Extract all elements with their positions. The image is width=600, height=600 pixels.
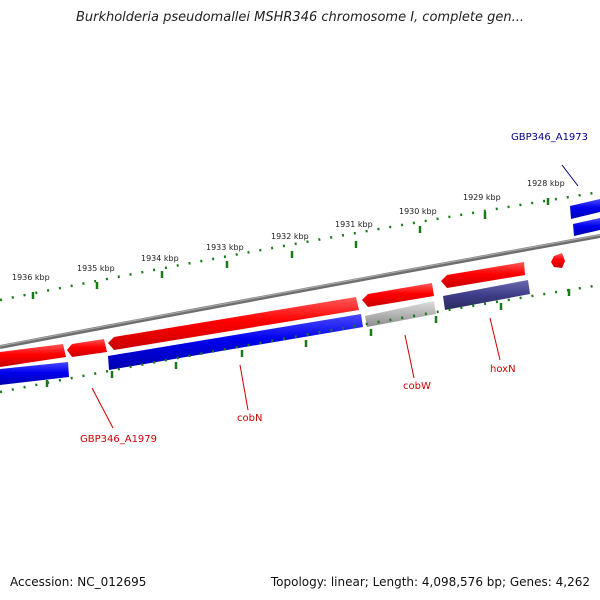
gene-label-cobW[interactable]: cobW [403, 381, 431, 392]
feature-GBP346_A1973[interactable] [570, 199, 600, 219]
feature-left-red-1[interactable] [0, 344, 66, 367]
feature-blue-left[interactable] [0, 362, 69, 385]
kbp-label: 1936 kbp [12, 273, 50, 282]
outer-major-ticks [31, 198, 550, 299]
feature-forward-small[interactable] [551, 253, 565, 268]
inner-major-ticks [45, 289, 571, 387]
gene-label-cobN[interactable]: cobN [237, 413, 262, 424]
gene-label-GBP346_A1979[interactable]: GBP346_A1979 [80, 434, 157, 445]
feature-GBP346_A1979-region[interactable] [108, 314, 363, 370]
outer-tick-ring [0, 190, 600, 302]
feature-cobW-red[interactable] [362, 283, 434, 307]
inner-tick-ring [0, 283, 600, 394]
gene-label-hoxN[interactable]: hoxN [490, 364, 516, 375]
feature-hoxN-purple[interactable] [443, 280, 530, 310]
kbp-label: 1929 kbp [463, 193, 501, 202]
kbp-label: 1931 kbp [335, 220, 373, 229]
kbp-label: 1935 kbp [77, 264, 115, 273]
feature-hoxN-red[interactable] [441, 262, 525, 288]
feature-left-red-2[interactable] [67, 339, 107, 357]
kbp-label: 1930 kbp [399, 207, 437, 216]
feature-cobN[interactable] [108, 297, 359, 350]
feature-cobW-gray[interactable] [365, 301, 436, 327]
topology-summary: Topology: linear; Length: 4,098,576 bp; … [270, 575, 590, 589]
chromosome-backbone [0, 234, 600, 349]
kbp-label: 1933 kbp [206, 243, 244, 252]
kbp-label: 1934 kbp [141, 254, 179, 263]
kbp-label: 1928 kbp [527, 179, 565, 188]
gene-label-GBP346_A1973[interactable]: GBP346_A1973 [511, 132, 588, 143]
kbp-label: 1932 kbp [271, 232, 309, 241]
accession-text: Accession: NC_012695 [10, 575, 147, 589]
feature-reverse-top-right[interactable] [573, 218, 600, 236]
map-title: Burkholderia pseudomallei MSHR346 chromo… [75, 10, 525, 25]
